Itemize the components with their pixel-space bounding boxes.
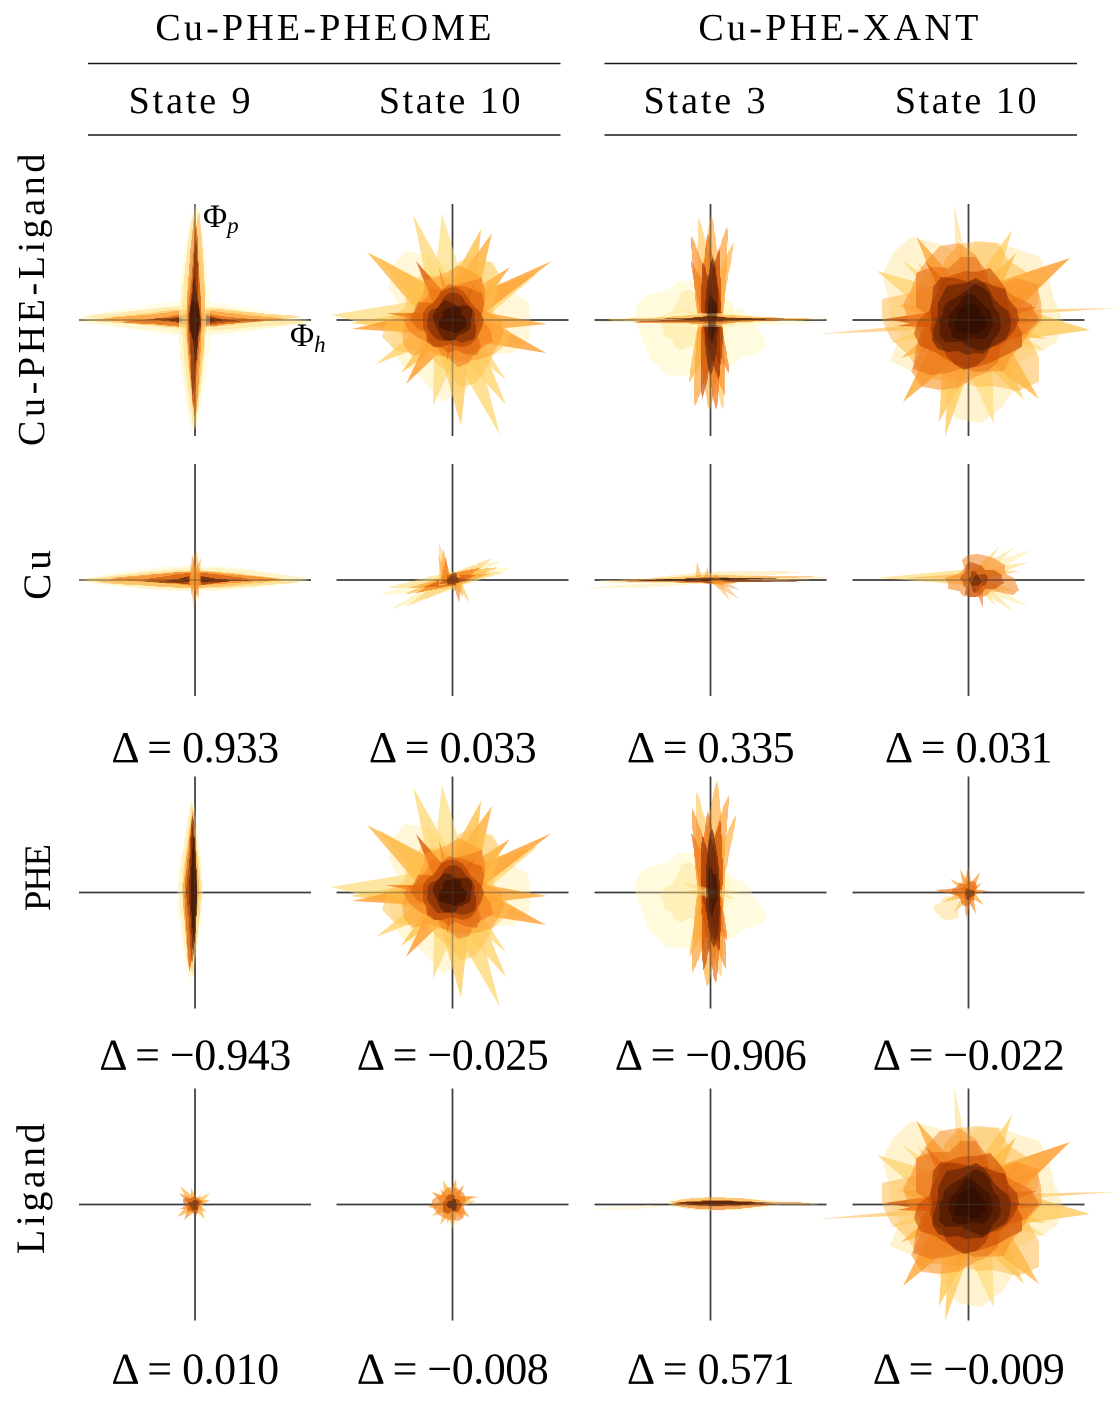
svg-text:Δ = −0.009: Δ = −0.009 [873, 1345, 1065, 1394]
svg-text:State 9: State 9 [129, 80, 254, 122]
svg-text:Δ = 0.571: Δ = 0.571 [627, 1345, 794, 1394]
svg-text:Δ = 0.010: Δ = 0.010 [111, 1345, 278, 1394]
svg-text:Δ = −0.906: Δ = −0.906 [615, 1031, 807, 1080]
svg-text:PHE: PHE [17, 845, 58, 911]
svg-text:State 10: State 10 [379, 80, 523, 122]
svg-text:Δ = −0.943: Δ = −0.943 [99, 1031, 291, 1080]
svg-text:Δ = −0.008: Δ = −0.008 [357, 1345, 549, 1394]
svg-text:Δ = −0.025: Δ = −0.025 [357, 1031, 549, 1080]
svg-text:Δ = 0.335: Δ = 0.335 [627, 723, 794, 772]
svg-text:Cu-PHE-XANT: Cu-PHE-XANT [698, 7, 981, 49]
svg-text:Cu: Cu [16, 546, 59, 600]
svg-text:State 3: State 3 [644, 80, 769, 122]
svg-text:State 10: State 10 [895, 80, 1039, 122]
svg-text:Δ = 0.033: Δ = 0.033 [369, 723, 536, 772]
svg-text:Ligand: Ligand [8, 1120, 53, 1254]
svg-text:Cu-PHE-Ligand: Cu-PHE-Ligand [11, 150, 53, 446]
svg-text:Δ = 0.031: Δ = 0.031 [885, 723, 1052, 772]
svg-text:Δ = 0.933: Δ = 0.933 [111, 723, 278, 772]
svg-text:Δ = −0.022: Δ = −0.022 [873, 1031, 1065, 1080]
svg-text:Cu-PHE-PHEOME: Cu-PHE-PHEOME [155, 7, 494, 49]
